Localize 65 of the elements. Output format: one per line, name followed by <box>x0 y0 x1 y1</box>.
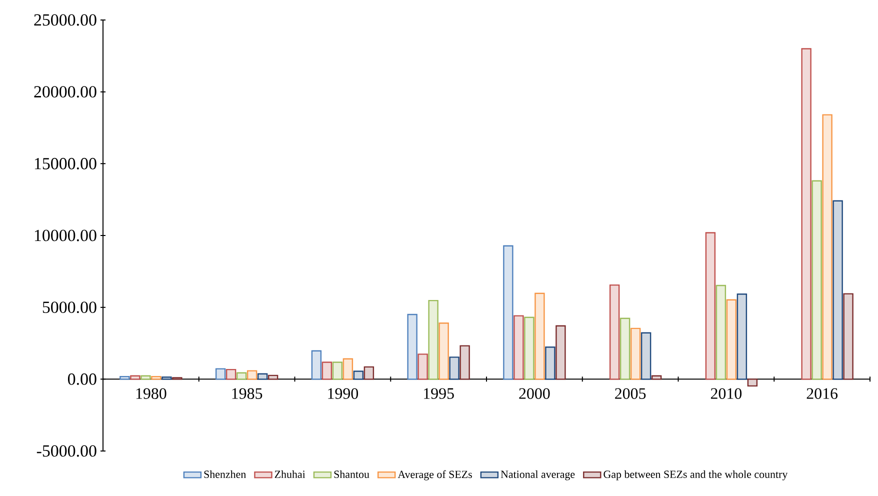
bar <box>130 375 140 380</box>
y-tick-label: 0.00 <box>68 373 96 385</box>
bar <box>843 293 854 380</box>
bar <box>801 48 812 380</box>
bar <box>726 299 737 380</box>
legend-label: National average <box>500 470 575 480</box>
bar <box>140 375 151 380</box>
bar <box>822 114 832 380</box>
bar <box>705 232 716 380</box>
x-tick-label: 1995 <box>424 388 454 399</box>
bar <box>736 294 748 380</box>
bar <box>151 376 162 380</box>
bar <box>812 180 822 380</box>
x-tick-label: 2010 <box>710 388 742 399</box>
bar <box>268 374 278 380</box>
bar <box>514 315 524 380</box>
bar <box>449 356 460 380</box>
bar <box>534 292 545 380</box>
bar <box>407 314 418 380</box>
bar <box>503 245 514 380</box>
bar <box>311 350 322 380</box>
bar <box>257 373 268 380</box>
x-tick-label: 1985 <box>232 388 262 399</box>
bar <box>640 332 652 380</box>
legend-label: Zhuhai <box>274 470 306 478</box>
bar <box>246 370 258 380</box>
legend-label: Gap between SEZs and the whole country <box>604 470 788 480</box>
bar <box>545 346 556 380</box>
y-tick-label: 20000.00 <box>34 86 96 98</box>
y-tick-label: 15000.00 <box>34 158 96 170</box>
legend-label: Shantou <box>334 470 370 478</box>
bar <box>236 372 247 380</box>
x-tick-label: 2005 <box>615 388 646 399</box>
y-tick-label: 5000.00 <box>42 302 96 314</box>
x-tick-label: 2016 <box>806 388 838 399</box>
bar <box>364 366 374 380</box>
bar <box>460 345 470 380</box>
bar <box>353 370 364 380</box>
bar <box>120 376 130 380</box>
bar <box>162 376 172 380</box>
bar <box>716 284 726 380</box>
bar <box>215 368 226 380</box>
bar <box>226 368 236 380</box>
bar <box>651 375 662 380</box>
bar <box>747 378 758 387</box>
x-tick-label: 1980 <box>136 388 166 399</box>
legend-label: Shenzhen <box>204 470 246 478</box>
bar <box>524 316 534 380</box>
bar <box>438 322 449 380</box>
bar <box>418 354 428 380</box>
bar <box>556 325 566 380</box>
y-tick-label: 25000.00 <box>34 14 96 26</box>
legend-label: Average of SEZs <box>398 470 472 480</box>
x-tick-label: 2000 <box>519 388 550 399</box>
bar <box>620 318 630 380</box>
bar <box>609 284 620 380</box>
bar <box>342 358 354 380</box>
bar <box>428 300 438 380</box>
bar <box>630 328 641 380</box>
y-tick-label: -5000.00 <box>36 445 96 457</box>
bar <box>322 362 332 380</box>
bar <box>332 362 343 380</box>
bar <box>832 200 843 380</box>
y-tick-label: 10000.00 <box>34 230 96 242</box>
x-tick-label: 1990 <box>328 388 358 399</box>
